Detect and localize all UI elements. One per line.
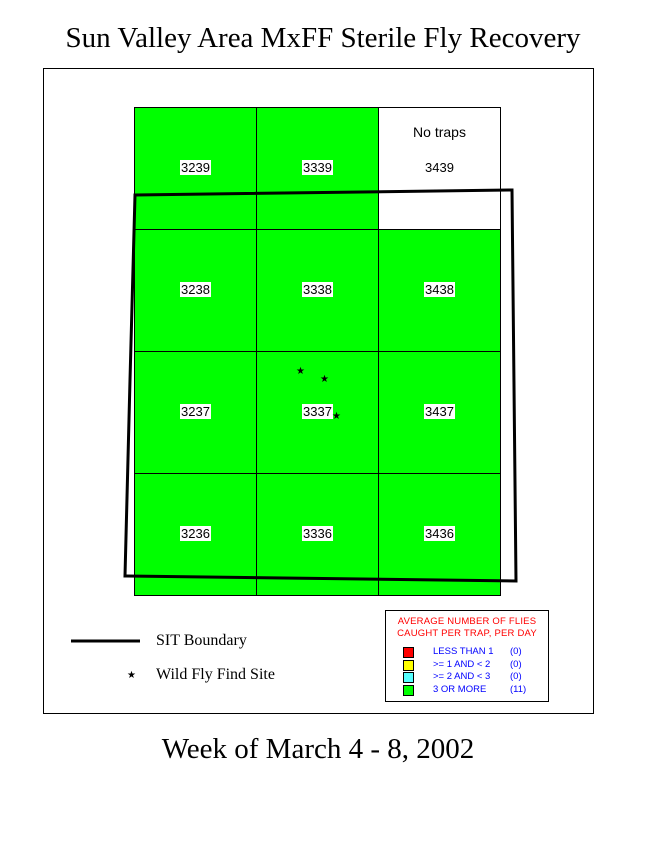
wild-fly-star: ★ xyxy=(296,366,305,377)
legend-heading-line2: CAUGHT PER TRAP, PER DAY xyxy=(397,628,537,639)
grid-cell-3436: 3436 xyxy=(378,473,501,596)
cell-id-label: 3438 xyxy=(424,282,455,297)
map-title: Sun Valley Area MxFF Sterile Fly Recover… xyxy=(65,22,581,54)
cell-id-label: 3237 xyxy=(180,404,211,419)
grid-cell-3239: 3239 xyxy=(134,107,257,230)
grid-cell-3237: 3237 xyxy=(134,351,257,474)
legend-swatch xyxy=(403,659,414,671)
legend-item-count: (11) xyxy=(510,683,527,695)
legend-item-label: >= 1 AND < 2 xyxy=(433,658,491,670)
wild-fly-star: ★ xyxy=(320,374,329,385)
grid-cell-3439: No traps 3439 xyxy=(378,107,501,230)
legend-box: AVERAGE NUMBER OF FLIES CAUGHT PER TRAP,… xyxy=(385,610,549,702)
legend-item-count: (0) xyxy=(510,658,522,670)
cell-id-label: 3336 xyxy=(302,526,333,541)
grid-cell-3437: 3437 xyxy=(378,351,501,474)
legend-wild-fly-label: Wild Fly Find Site xyxy=(156,666,275,683)
no-traps-label: No traps xyxy=(413,124,466,140)
legend-swatch xyxy=(403,672,414,683)
cell-id-label: 3436 xyxy=(424,526,455,541)
legend-star-icon: ★ xyxy=(127,670,136,681)
cell-id-label: 3439 xyxy=(425,160,454,175)
legend-swatch xyxy=(403,647,414,658)
map-frame xyxy=(43,68,594,714)
grid-cell-3337: 3337 xyxy=(256,351,379,474)
legend-item-label: 3 OR MORE xyxy=(433,683,487,695)
legend-boundary-label: SIT Boundary xyxy=(156,632,247,649)
legend-item-label: LESS THAN 1 xyxy=(433,646,494,657)
sit-boundary xyxy=(123,188,518,583)
cell-id-label: 3437 xyxy=(424,404,455,419)
map-subtitle: Week of March 4 - 8, 2002 xyxy=(161,733,475,765)
cell-id-label: 3239 xyxy=(180,160,211,175)
wild-fly-star: ★ xyxy=(332,411,341,422)
cell-id-label: 3338 xyxy=(302,282,333,297)
legend-item-count: (0) xyxy=(510,646,522,657)
legend-heading-line1: AVERAGE NUMBER OF FLIES xyxy=(397,616,537,627)
legend-heading: AVERAGE NUMBER OF FLIES CAUGHT PER TRAP,… xyxy=(386,616,548,640)
cell-id-label: 3238 xyxy=(180,282,211,297)
legend-item-label: >= 2 AND < 3 xyxy=(433,671,491,682)
grid-cell-3238: 3238 xyxy=(134,229,257,352)
cell-id-label: 3337 xyxy=(302,404,333,419)
grid-cell-3438: 3438 xyxy=(378,229,501,352)
cell-id-label: 3339 xyxy=(302,160,333,175)
grid-cell-3339: 3339 xyxy=(256,107,379,230)
grid-cell-3336: 3336 xyxy=(256,473,379,596)
cell-id-label: 3236 xyxy=(180,526,211,541)
legend-swatch xyxy=(403,684,414,696)
legend-item-count: (0) xyxy=(510,671,522,682)
